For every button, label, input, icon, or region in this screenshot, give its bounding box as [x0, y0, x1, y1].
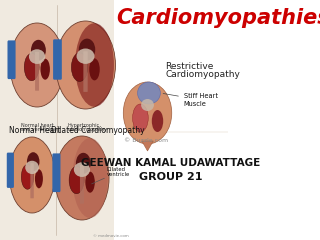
FancyBboxPatch shape [52, 153, 60, 192]
Text: Dilated
ventricle: Dilated ventricle [92, 167, 130, 184]
Text: Cardiomyopathies: Cardiomyopathies [116, 8, 320, 28]
Ellipse shape [75, 23, 114, 107]
Text: © Buzzle.com: © Buzzle.com [124, 138, 168, 143]
Ellipse shape [132, 104, 148, 132]
Ellipse shape [9, 137, 55, 213]
Polygon shape [142, 141, 153, 151]
Ellipse shape [74, 162, 90, 177]
Ellipse shape [76, 153, 91, 174]
Text: GROUP 21: GROUP 21 [139, 172, 203, 182]
Ellipse shape [27, 152, 39, 171]
Ellipse shape [72, 138, 108, 218]
Ellipse shape [55, 136, 109, 220]
FancyBboxPatch shape [53, 39, 62, 80]
Ellipse shape [138, 82, 160, 104]
Ellipse shape [56, 21, 116, 109]
Text: Normal heart: Normal heart [21, 123, 54, 128]
Ellipse shape [31, 40, 46, 61]
Text: Cardiomyopathy: Cardiomyopathy [165, 70, 240, 79]
Text: GEEWAN KAMAL UDAWATTAGE: GEEWAN KAMAL UDAWATTAGE [81, 158, 261, 168]
Text: cardiomyopathy: cardiomyopathy [68, 127, 108, 132]
FancyBboxPatch shape [35, 52, 39, 91]
Ellipse shape [10, 23, 64, 107]
FancyBboxPatch shape [7, 40, 16, 79]
Ellipse shape [152, 110, 163, 132]
Ellipse shape [29, 49, 45, 64]
Ellipse shape [69, 167, 84, 194]
Text: Normal Heart: Normal Heart [9, 126, 60, 135]
Ellipse shape [25, 161, 39, 174]
Text: Restrictive: Restrictive [165, 62, 214, 71]
Text: © medmovie.com: © medmovie.com [93, 234, 128, 238]
Ellipse shape [76, 48, 94, 64]
Ellipse shape [85, 172, 95, 193]
Ellipse shape [89, 58, 100, 80]
FancyBboxPatch shape [7, 153, 14, 188]
Text: Hypertrophic: Hypertrophic [68, 123, 100, 128]
Ellipse shape [141, 99, 154, 111]
Ellipse shape [35, 169, 43, 188]
Ellipse shape [123, 82, 172, 144]
FancyBboxPatch shape [80, 165, 84, 204]
Text: Dilated Cardiomyopathy: Dilated Cardiomyopathy [51, 126, 145, 135]
Text: and ventricles: and ventricles [21, 127, 56, 132]
Ellipse shape [79, 39, 95, 61]
Ellipse shape [21, 165, 34, 189]
FancyBboxPatch shape [30, 163, 34, 198]
Ellipse shape [71, 53, 88, 82]
FancyBboxPatch shape [114, 0, 228, 240]
Text: Stiff Heart
Muscle: Stiff Heart Muscle [163, 93, 218, 107]
Ellipse shape [24, 54, 39, 81]
FancyBboxPatch shape [84, 51, 88, 92]
Ellipse shape [40, 59, 50, 80]
FancyBboxPatch shape [0, 0, 114, 240]
